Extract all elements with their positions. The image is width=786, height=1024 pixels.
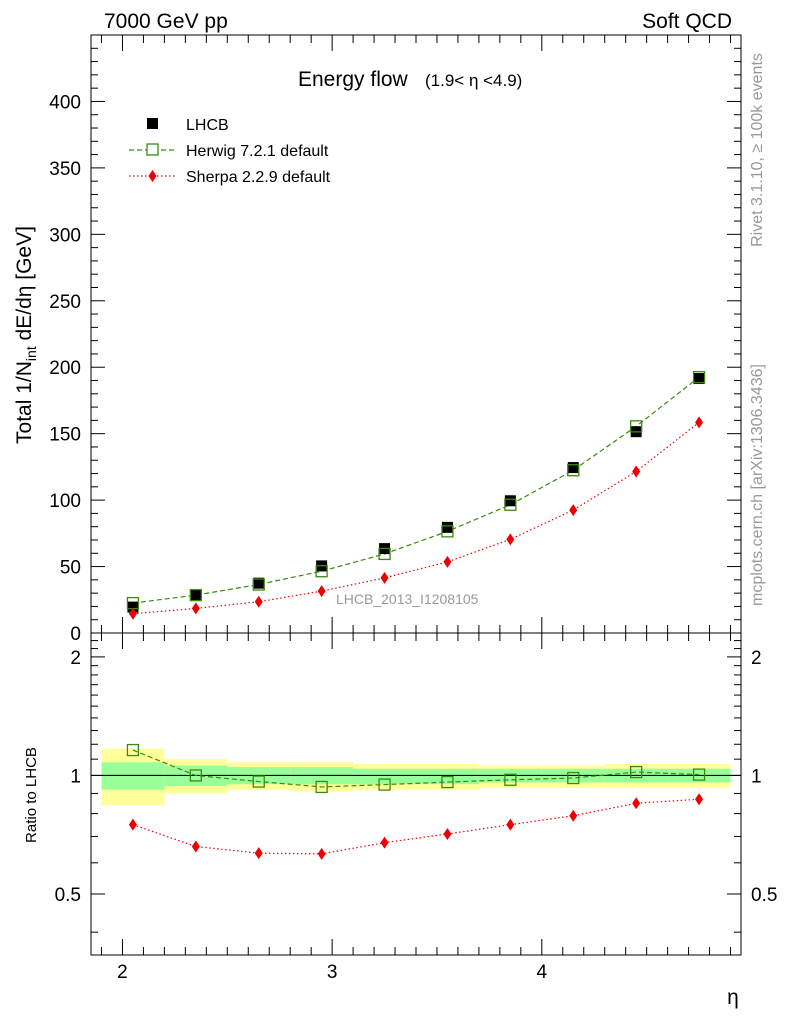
mcplots-label: mcplots.cern.ch [arXiv:1306.3436] <box>749 364 766 606</box>
upper-y-tick-label: 100 <box>49 491 81 512</box>
upper-point-0 <box>504 495 516 507</box>
lower-y-tick-label-right: 0.5 <box>751 885 777 906</box>
lower-point-0 <box>441 775 454 789</box>
upper-point-2 <box>254 595 263 608</box>
upper-point-0 <box>567 462 579 474</box>
lower-point-0 <box>378 778 391 791</box>
lower-y-tick-label-left: 0.5 <box>55 885 81 906</box>
legend-marker-herwig <box>146 143 159 156</box>
lower-point-0 <box>504 773 517 786</box>
upper-y-tick-label: 0 <box>70 624 81 645</box>
upper-point-1 <box>630 420 643 433</box>
header-right: Soft QCD <box>642 10 732 33</box>
lower-y-tick-label-right: 1 <box>751 766 762 787</box>
lower-y-tick-label-left: 1 <box>70 766 81 787</box>
lower-point-0 <box>252 775 265 788</box>
upper-point-0 <box>127 601 139 613</box>
lower-series-markers <box>126 743 706 860</box>
lower-panel: 2 3 4 0.5 0.5 1 1 2 2 Ratio to LHCB η <box>23 632 777 1009</box>
upper-line-1 <box>132 376 700 604</box>
lower-line-0 <box>132 749 700 788</box>
upper-point-2 <box>443 555 452 568</box>
upper-point-2 <box>695 416 704 429</box>
header-left: 7000 GeV pp <box>104 10 228 33</box>
lower-ticks: 2 3 4 0.5 0.5 1 1 2 2 <box>55 633 777 983</box>
legend-label-sherpa: Sherpa 2.2.9 default <box>186 169 331 186</box>
upper-point-1 <box>315 565 328 578</box>
lower-point-1 <box>254 847 263 860</box>
lower-point-1 <box>443 828 452 841</box>
lower-point-1 <box>128 818 137 831</box>
upper-series-markers <box>126 371 706 620</box>
lower-point-0 <box>567 771 580 785</box>
legend-marker-sherpa <box>148 170 157 182</box>
lower-y-tick-label-right: 2 <box>751 648 762 669</box>
lower-point-0 <box>126 743 140 757</box>
x-tick-label: 2 <box>117 962 128 983</box>
lower-y-axis-label: Ratio to LHCB <box>23 747 40 843</box>
upper-point-1 <box>692 371 706 384</box>
lower-point-1 <box>695 793 704 806</box>
lower-point-1 <box>380 836 389 849</box>
upper-point-1 <box>504 498 517 511</box>
lower-point-1 <box>191 840 200 853</box>
upper-title-main: Energy flow <box>298 68 409 91</box>
lower-point-1 <box>569 809 578 822</box>
analysis-label: LHCB_2013_I1208105 <box>336 591 479 607</box>
x-axis-label: η <box>727 986 739 1009</box>
upper-title-sub: (1.9< η <4.9) <box>425 71 522 90</box>
upper-y-tick-label: 50 <box>60 558 81 579</box>
upper-y-tick-label: 350 <box>49 159 81 180</box>
x-tick-label: 3 <box>327 962 338 983</box>
upper-point-1 <box>567 464 580 477</box>
upper-point-2 <box>506 533 515 546</box>
upper-point-1 <box>441 525 454 538</box>
upper-point-2 <box>632 465 641 478</box>
upper-point-0 <box>190 589 202 601</box>
upper-point-0 <box>441 521 453 533</box>
upper-point-2 <box>128 607 137 620</box>
lower-point-0 <box>692 768 706 781</box>
upper-point-2 <box>569 504 578 517</box>
lower-point-0 <box>189 769 202 782</box>
band-green <box>353 768 416 785</box>
legend: LHCB Herwig 7.2.1 default Sherpa 2.2.9 d… <box>129 117 331 186</box>
upper-point-2 <box>191 602 200 615</box>
upper-point-1 <box>252 578 265 591</box>
lower-series-lines <box>132 749 700 855</box>
lower-point-0 <box>315 780 328 794</box>
lower-point-1 <box>317 847 326 860</box>
upper-ticks: 0 50 100 150 200 250 300 350 400 <box>49 35 741 645</box>
upper-y-tick-label: 250 <box>49 292 81 313</box>
upper-y-tick-label: 400 <box>49 92 81 113</box>
upper-line-2 <box>132 421 700 615</box>
upper-y-tick-label: 300 <box>49 225 81 246</box>
upper-point-2 <box>317 585 326 598</box>
lower-line-1 <box>132 798 700 855</box>
upper-y-axis-label: Total 1/Nint dE/dη [GeV] <box>13 226 39 444</box>
upper-series-lines <box>132 376 700 615</box>
upper-panel: 0 50 100 150 200 250 300 350 400 Energy flow (1.… <box>13 34 742 645</box>
x-tick-label: 4 <box>537 962 548 983</box>
rivet-label: Rivet 3.1.10, ≥ 100k events <box>749 53 766 247</box>
upper-point-1 <box>378 547 391 561</box>
lower-y-tick-label-left: 2 <box>70 648 81 669</box>
lower-point-1 <box>632 797 641 810</box>
upper-point-1 <box>189 588 202 602</box>
upper-point-2 <box>380 571 389 584</box>
upper-point-0 <box>693 373 705 385</box>
legend-label-lhcb: LHCB <box>186 117 229 134</box>
legend-label-herwig: Herwig 7.2.1 default <box>186 143 329 160</box>
legend-marker-lhcb <box>147 118 158 129</box>
lower-point-0 <box>630 765 643 779</box>
upper-y-tick-label: 150 <box>49 425 81 446</box>
lower-point-1 <box>506 818 515 831</box>
upper-y-tick-label: 200 <box>49 358 81 379</box>
upper-point-0 <box>253 577 265 589</box>
